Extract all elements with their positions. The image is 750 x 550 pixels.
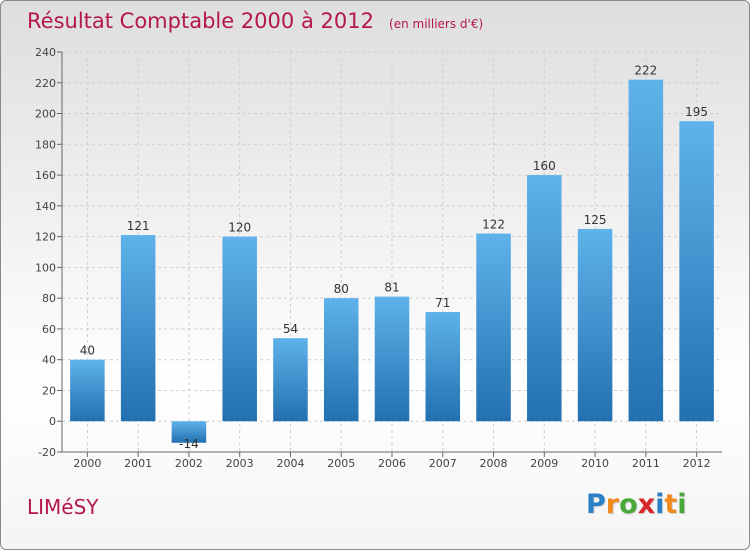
x-tick-label: 2006: [378, 457, 406, 470]
y-tick-label: 200: [35, 108, 56, 121]
proxiti-logo[interactable]: Proxiti: [586, 489, 687, 520]
x-tick-label: 2012: [683, 457, 711, 470]
data-label: 81: [384, 281, 399, 295]
chart-subtitle: (en milliers d'€): [389, 17, 484, 31]
y-tick-label: 120: [35, 231, 56, 244]
logo-letter: x: [637, 489, 656, 520]
bar-2005: [323, 298, 359, 422]
bar-2008: [476, 233, 511, 422]
data-label: 120: [228, 221, 251, 235]
data-label: 54: [283, 322, 298, 336]
y-tick-label: 180: [35, 138, 56, 151]
data-label: 40: [80, 344, 95, 358]
axes: -20 0 20 40 60 80 100 120 140 160 180 200 220 240 2000…: [35, 46, 722, 470]
data-label: -14: [179, 437, 199, 451]
x-tick-label: 2005: [327, 457, 355, 470]
data-label: 71: [435, 296, 450, 310]
bar-2000: [70, 359, 105, 422]
logo-letter: o: [619, 489, 638, 520]
data-labels: 40 121 -14 120 54 80 81 71 122 160 125 222 195: [80, 64, 708, 451]
bar-2001: [120, 235, 156, 422]
bar-2002: [171, 421, 207, 443]
x-tick-label: 2001: [124, 457, 152, 470]
y-tick-label: 220: [35, 77, 56, 90]
bars: [70, 79, 714, 443]
data-label: 121: [127, 219, 150, 233]
bar-2011: [628, 79, 664, 422]
data-label: 222: [634, 64, 657, 78]
x-tick-label: 2000: [73, 457, 101, 470]
bar-2003: [222, 236, 257, 422]
x-tick-label: 2002: [175, 457, 203, 470]
y-tick-label: 100: [35, 261, 56, 274]
bar-2012: [679, 121, 714, 422]
y-tick-label: 60: [42, 323, 56, 336]
bar-2009: [527, 175, 562, 422]
data-label: 160: [533, 159, 556, 173]
y-tick-label: 140: [35, 200, 56, 213]
bar-2007: [425, 312, 461, 422]
bar-2006: [374, 296, 410, 422]
x-tick-label: 2003: [226, 457, 254, 470]
logo-letter: i: [677, 489, 687, 520]
y-tick-label: 20: [42, 384, 56, 397]
y-tick-label: 0: [49, 415, 56, 428]
x-tick-label: 2004: [276, 457, 304, 470]
x-tick-label: 2008: [480, 457, 508, 470]
y-tick-label: 40: [42, 354, 56, 367]
chart-title: Résultat Comptable 2000 à 2012: [27, 9, 374, 33]
logo-letter: i: [655, 489, 665, 520]
y-tick-label: -20: [38, 446, 56, 459]
y-tick-label: 160: [35, 169, 56, 182]
y-tick-label: 80: [42, 292, 56, 305]
data-label: 122: [482, 218, 505, 232]
logo-letter: P: [586, 489, 606, 520]
title-block: Résultat Comptable 2000 à 2012 (en milli…: [27, 9, 483, 33]
logo-letter: r: [605, 489, 620, 520]
x-tick-label: 2007: [429, 457, 457, 470]
logo-letter: t: [664, 489, 678, 520]
data-label: 195: [685, 105, 708, 119]
x-tick-label: 2009: [530, 457, 558, 470]
bar-2010: [577, 228, 613, 422]
y-tick-label: 240: [35, 46, 56, 59]
x-tick-label: 2010: [581, 457, 609, 470]
data-label: 125: [584, 213, 607, 227]
town-name: LIMéSY: [27, 495, 99, 519]
data-label: 80: [334, 282, 349, 296]
x-tick-label: 2011: [632, 457, 660, 470]
bar-2004: [273, 338, 308, 422]
